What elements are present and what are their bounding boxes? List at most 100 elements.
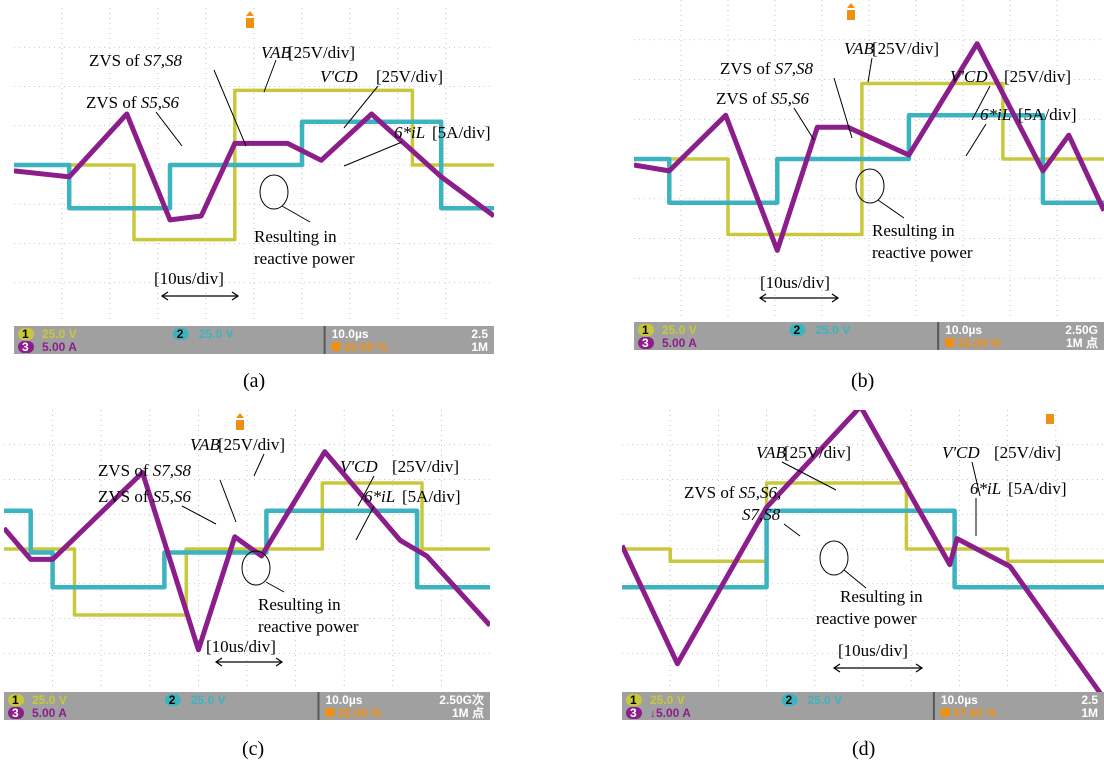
- scope-panel-c: VAB [25V/div] V'CD [25V/div] 6*iL [5A/di…: [4, 410, 490, 720]
- trigger-badge-icon: [940, 708, 950, 717]
- vcd-scale: [25V/div]: [1004, 67, 1071, 86]
- trace-il: [14, 111, 494, 223]
- result-line-2: reactive power: [872, 243, 973, 262]
- reactive-power-ellipse-icon: [259, 174, 289, 210]
- trigger-position: 57.60 %: [953, 706, 997, 720]
- il-label: 6*iL: [364, 487, 395, 506]
- vab-scale: [25V/div]: [872, 39, 939, 58]
- scope-svg-b: VAB [25V/div] V'CD [25V/div] 6*iL [5A/di…: [634, 0, 1104, 350]
- status-divider: [317, 692, 320, 720]
- zvs-b-label: ZVS of S5,S6: [86, 93, 180, 112]
- il-scale: [5A/div]: [1008, 479, 1067, 498]
- time-per-div: 10.0µs: [945, 323, 982, 337]
- il-scale: [5A/div]: [432, 123, 491, 142]
- caption-c: (c): [242, 738, 265, 760]
- ch1-badge-bg: [626, 694, 642, 706]
- scope-svg-a: VAB [25V/div] V'CD [25V/div] 6*iL [5A/di…: [14, 8, 494, 354]
- ch2-scale: 25.0 V: [191, 693, 226, 707]
- ch3-scale: 5.00 A: [662, 336, 697, 350]
- vab-scale: [25V/div]: [218, 435, 285, 454]
- time-scale-arrow-icon: [832, 663, 924, 673]
- time-scale-arrow-icon: [758, 293, 840, 303]
- vcd-scale: [25V/div]: [376, 67, 443, 86]
- status-bar-bg: [4, 692, 490, 720]
- traces: [14, 88, 494, 242]
- trace-il: [4, 449, 490, 653]
- status-bar-bg: [622, 692, 1104, 720]
- vcd-label: V'CD: [942, 443, 980, 462]
- ch1-badge: 1: [642, 323, 649, 337]
- vcd-label: V'CD: [340, 457, 378, 476]
- vab-scale: [25V/div]: [784, 443, 851, 462]
- trigger-marker-icon: [246, 11, 254, 28]
- il-label: 6*iL: [980, 105, 1011, 124]
- ch2-badge: 2: [169, 693, 176, 707]
- vab-label: VAB: [844, 39, 875, 58]
- time-per-div: 10.0µs: [332, 327, 369, 341]
- time-div-label: [10us/div]: [838, 641, 908, 660]
- trigger-badge-icon: [325, 708, 335, 717]
- il-scale: [5A/div]: [1018, 105, 1077, 124]
- ch3-badge: 3: [12, 706, 19, 720]
- zvs-b-label: ZVS of S5,S6: [98, 487, 192, 506]
- ch1-scale: 25.0 V: [32, 693, 67, 707]
- caption-a: (a): [243, 370, 266, 392]
- trigger-position: 32.00 %: [337, 706, 381, 720]
- trace-vcd: [4, 508, 490, 590]
- vab-label: VAB: [756, 443, 787, 462]
- pointers: [781, 461, 981, 589]
- record-length: 1M: [1081, 706, 1098, 720]
- time-per-div: 10.0µs: [325, 693, 362, 707]
- ch3-badge-bg: [626, 707, 642, 719]
- trigger-position: 32.00 %: [344, 340, 388, 354]
- vcd-label: V'CD: [950, 67, 988, 86]
- time-scale-arrow-icon: [214, 657, 284, 667]
- ch1-scale: 25.0 V: [650, 693, 685, 707]
- ch1-badge: 1: [630, 693, 637, 707]
- ch3-scale: 5.00 A: [32, 706, 67, 720]
- result-line-2: reactive power: [258, 617, 359, 636]
- ch2-badge: 2: [177, 327, 184, 341]
- ch3-scale: 5.00 A: [42, 340, 77, 354]
- trace-vcd: [14, 119, 494, 211]
- il-label: 6*iL: [394, 123, 425, 142]
- record-length: 1M 点: [452, 705, 484, 720]
- ch2-badge-bg: [164, 694, 181, 706]
- ch1-badge-bg: [18, 328, 34, 340]
- scope-panel-a: VAB [25V/div] V'CD [25V/div] 6*iL [5A/di…: [14, 8, 494, 354]
- result-line-1: Resulting in: [840, 587, 923, 606]
- ch2-badge: 2: [785, 693, 792, 707]
- ch3-badge-bg: [18, 341, 34, 353]
- ch3-badge: 3: [22, 340, 29, 354]
- zvs-b-label: S7,S8: [742, 505, 781, 524]
- il-scale: [5A/div]: [402, 487, 461, 506]
- traces: [634, 41, 1104, 253]
- trace-il: [622, 410, 1104, 700]
- il-label: 6*iL: [970, 479, 1001, 498]
- trace-il: [634, 41, 1104, 253]
- trigger-marker-icon: [1046, 414, 1054, 424]
- record-length: 1M 点: [1066, 335, 1098, 350]
- ch1-badge-bg: [638, 324, 654, 336]
- scope-svg-d: VAB [25V/div] V'CD [25V/div] 6*iL [5A/di…: [622, 410, 1104, 720]
- sample-rate: 2.50G次: [439, 692, 484, 707]
- traces: [4, 449, 490, 653]
- zvs-a-label: ZVS of S7,S8: [720, 59, 814, 78]
- pointers: [181, 453, 375, 593]
- zvs-a-label: ZVS of S7,S8: [98, 461, 192, 480]
- ch1-badge: 1: [22, 327, 29, 341]
- pointers: [793, 57, 991, 219]
- ch3-badge: 3: [642, 336, 649, 350]
- caption-d: (d): [852, 738, 876, 760]
- caption-b: (b): [851, 370, 875, 392]
- vab-label: VAB: [190, 435, 221, 454]
- ch1-scale: 25.0 V: [42, 327, 77, 341]
- sample-rate: 2.5: [1081, 693, 1098, 707]
- ch1-badge-bg: [8, 694, 24, 706]
- ch2-badge-bg: [789, 324, 806, 336]
- vcd-label: V'CD: [320, 67, 358, 86]
- sample-rate: 2.50G: [1065, 323, 1098, 337]
